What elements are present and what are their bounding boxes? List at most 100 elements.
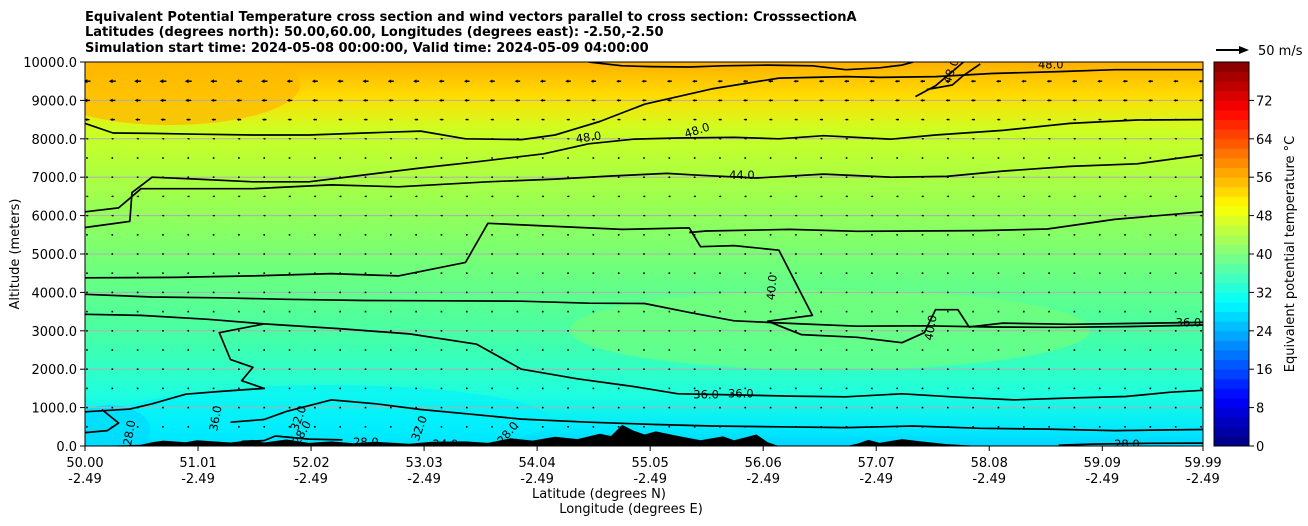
wind-arrow — [795, 349, 797, 351]
wind-arrow — [845, 195, 848, 198]
wind-arrow — [237, 195, 241, 198]
wind-arrow — [567, 330, 569, 332]
wind-arrow — [440, 406, 443, 409]
wind-arrow — [338, 118, 343, 121]
wind-arrow — [339, 426, 341, 428]
wind-arrow — [1200, 310, 1202, 313]
wind-arrow — [388, 118, 393, 121]
wind-arrow — [238, 234, 240, 236]
wind-arrow — [136, 368, 139, 370]
x-tick-label-lon: -2.49 — [407, 472, 441, 487]
wind-arrow — [1022, 368, 1025, 370]
wind-arrow — [896, 253, 898, 255]
wind-arrow — [566, 138, 570, 140]
wind-arrow — [896, 176, 898, 178]
wind-arrow — [896, 272, 898, 274]
wind-arrow — [464, 79, 470, 83]
wind-arrow — [364, 426, 367, 428]
wind-arrow — [415, 406, 417, 409]
wind-arrow — [111, 138, 114, 140]
wind-arrow — [1124, 253, 1126, 255]
x-tick-label-lon: -2.49 — [294, 472, 328, 487]
wind-arrow — [1200, 426, 1202, 428]
wind-arrow — [1048, 253, 1050, 255]
wind-arrow — [921, 387, 924, 390]
wind-arrow — [1022, 406, 1025, 409]
wind-arrow — [491, 253, 493, 255]
wind-arrow — [187, 310, 190, 313]
colorbar-band — [1214, 186, 1249, 197]
wind-arrow — [111, 349, 114, 351]
wind-arrow — [871, 157, 873, 159]
wind-arrow — [972, 253, 974, 255]
wind-arrow — [1073, 387, 1076, 390]
wind-arrow — [162, 387, 164, 390]
wind-arrow — [997, 272, 1000, 274]
wind-arrow — [440, 368, 443, 370]
wind-arrow — [1174, 387, 1177, 390]
wind-arrow — [465, 272, 468, 274]
wind-arrow — [136, 387, 139, 390]
wind-arrow — [1022, 330, 1025, 332]
x-tick-label-lon: -2.49 — [746, 472, 780, 487]
wind-arrow — [921, 176, 924, 178]
wind-arrow — [516, 176, 519, 178]
wind-arrow — [921, 272, 924, 274]
wind-arrow — [1124, 368, 1126, 370]
wind-arrow — [465, 234, 468, 236]
wind-arrow — [490, 195, 494, 198]
wind-arrow — [719, 426, 721, 428]
wind-arrow — [643, 387, 645, 390]
wind-arrow — [795, 291, 797, 294]
wind-arrow — [339, 291, 341, 294]
wind-arrow — [896, 234, 898, 236]
wind-arrow — [895, 138, 899, 140]
wind-arrow — [617, 195, 620, 198]
wind-arrow — [465, 195, 469, 198]
wind-arrow — [465, 310, 468, 313]
contour-line — [85, 154, 1203, 213]
wind-arrow — [1174, 426, 1177, 428]
wind-arrow — [262, 138, 266, 140]
wind-arrow — [845, 349, 848, 351]
wind-arrow — [1048, 368, 1050, 370]
wind-arrow — [1200, 272, 1202, 274]
wind-arrow — [668, 291, 671, 294]
wind-arrow — [946, 138, 950, 140]
wind-arrow — [1098, 387, 1101, 390]
wind-arrow — [337, 98, 343, 102]
wind-arrow — [592, 214, 595, 217]
wind-arrow — [643, 426, 645, 428]
wind-arrow — [592, 138, 595, 140]
wind-arrow — [744, 426, 747, 428]
wind-arrow — [1124, 426, 1126, 428]
x-tick-label-lat: 50.00 — [66, 456, 103, 471]
colorbar-band — [1214, 282, 1249, 293]
colorbar-band — [1214, 81, 1249, 92]
wind-arrow — [162, 234, 164, 236]
wind-arrow — [162, 176, 164, 178]
wind-arrow — [111, 368, 114, 370]
wind-arrow — [514, 79, 521, 83]
wind-arrow — [1199, 214, 1203, 217]
colorbar-band — [1214, 321, 1249, 332]
wind-arrow — [744, 310, 747, 313]
wind-arrow — [921, 234, 924, 236]
wind-arrow — [719, 291, 721, 294]
x-axis-label-longitude: Longitude (degrees E) — [559, 502, 703, 517]
wind-arrow — [769, 157, 772, 159]
contour-line — [1058, 442, 1203, 446]
wind-arrow — [136, 253, 139, 255]
colorbar-band — [1214, 369, 1249, 380]
wind-arrow — [769, 387, 772, 390]
wind-arrow — [339, 349, 341, 351]
colorbar-band — [1214, 90, 1249, 101]
wind-arrow — [871, 349, 873, 351]
wind-arrow — [845, 214, 848, 217]
wind-arrow — [617, 387, 620, 390]
wind-arrow — [440, 138, 443, 140]
wind-arrow — [1200, 349, 1202, 351]
wind-arrow — [314, 310, 316, 313]
wind-arrow — [643, 349, 645, 351]
wind-arrow — [1149, 310, 1152, 313]
